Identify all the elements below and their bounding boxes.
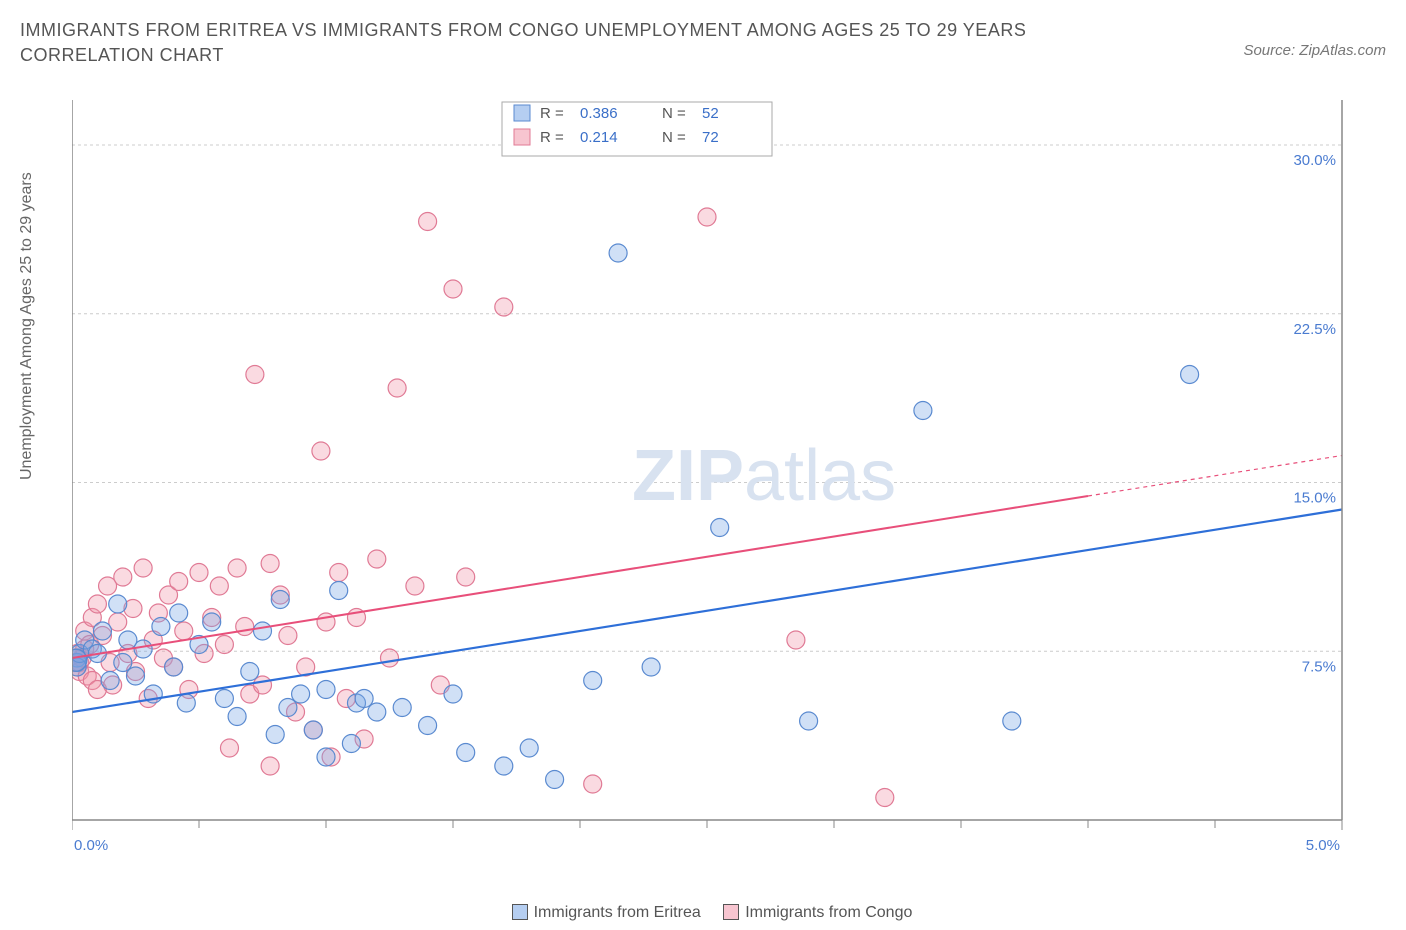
legend-label-eritrea: Immigrants from Eritrea [534,904,701,921]
svg-text:22.5%: 22.5% [1293,321,1336,338]
svg-text:0.0%: 0.0% [74,837,108,854]
y-axis-label: Unemployment Among Ages 25 to 29 years [18,172,36,480]
source-citation: Source: ZipAtlas.com [1243,42,1386,59]
svg-text:N =: N = [662,129,686,146]
svg-text:30.0%: 30.0% [1293,152,1336,169]
svg-text:0.386: 0.386 [580,105,618,122]
legend-label-congo: Immigrants from Congo [745,904,912,921]
svg-text:0.214: 0.214 [580,129,618,146]
legend-swatch-congo [723,904,739,920]
svg-text:72: 72 [702,129,719,146]
svg-text:R =: R = [540,129,564,146]
y-ticks-group: 7.5% 15.0% 22.5% 30.0% [1293,152,1336,675]
legend-swatch-eritrea [512,904,528,920]
svg-text:N =: N = [662,105,686,122]
stats-legend-box: R = 0.386 N = 52 R = 0.214 N = 72 [502,102,772,156]
x-ticks-group: 0.0% 5.0% [72,820,1342,854]
svg-text:52: 52 [702,105,719,122]
scatter-svg: ZIPatlas 0.0% 5.0% 7.5% 15.0% 22.5% 30.0% R … [72,100,1372,860]
header-row: IMMIGRANTS FROM ERITREA VS IMMIGRANTS FR… [20,18,1386,68]
svg-text:15.0%: 15.0% [1293,490,1336,507]
chart-container: IMMIGRANTS FROM ERITREA VS IMMIGRANTS FR… [0,0,1406,930]
svg-text:R =: R = [540,105,564,122]
watermark: ZIPatlas [632,436,896,516]
chart-area: ZIPatlas 0.0% 5.0% 7.5% 15.0% 22.5% 30.0% R … [72,100,1372,860]
svg-text:5.0%: 5.0% [1306,837,1340,854]
eritrea-points-group [72,244,1199,789]
svg-text:7.5%: 7.5% [1302,658,1336,675]
chart-title: IMMIGRANTS FROM ERITREA VS IMMIGRANTS FR… [20,18,1120,68]
series-legend: Immigrants from Eritrea Immigrants from … [0,904,1406,922]
